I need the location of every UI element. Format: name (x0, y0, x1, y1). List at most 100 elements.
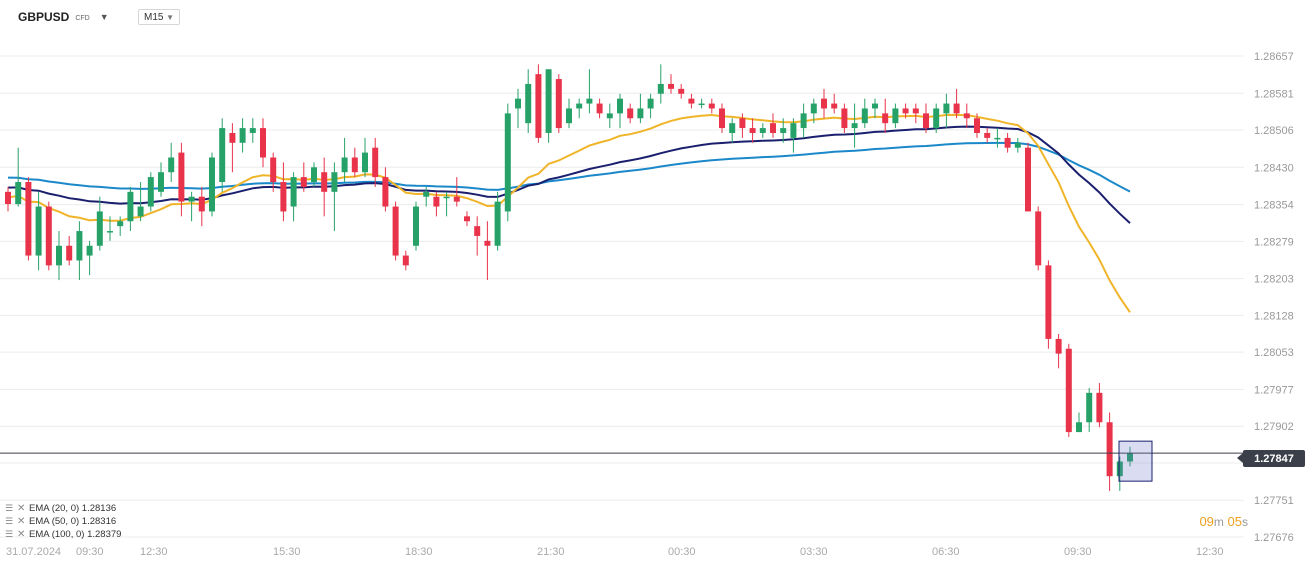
candle (576, 98, 583, 119)
candle (341, 137, 348, 183)
candle-body (188, 196, 195, 202)
candle-body (96, 211, 103, 246)
candle (708, 98, 715, 114)
candle (800, 103, 807, 138)
grid-lines (0, 55, 1244, 538)
ema-100-line (7, 141, 1131, 193)
candle-body (453, 196, 460, 202)
candle-body (117, 221, 124, 227)
candle (892, 103, 899, 129)
candle-body (943, 103, 950, 114)
candle (974, 113, 980, 138)
candle (637, 93, 644, 124)
candle-body (637, 108, 644, 119)
x-tick-label: 09:30 (1064, 546, 1092, 558)
menu-icon[interactable]: ☰ (5, 503, 14, 513)
x-axis-labels: 31.07.2024 09:30 12:30 15:30 18:30 21:30 00:30… (6, 546, 1224, 558)
legend-item[interactable]: ☰ ✕ EMA (100, 0) 1.28379 (5, 528, 121, 541)
candle (188, 191, 195, 222)
candle (402, 250, 409, 271)
candle (1004, 132, 1011, 153)
candles (5, 64, 1133, 491)
candle-body (66, 245, 73, 261)
candle (158, 162, 164, 197)
candle-body (841, 108, 848, 129)
candle-body (5, 191, 11, 205)
candle (504, 103, 511, 222)
candle (882, 98, 889, 133)
candle (810, 98, 817, 124)
candle (851, 103, 858, 148)
candle (1035, 206, 1042, 271)
symbol-selector[interactable]: GBPUSD CFD ▼ (18, 10, 109, 24)
candle-body (443, 196, 450, 199)
candle (209, 152, 215, 217)
candle (596, 98, 603, 119)
candle-body (953, 103, 960, 114)
candle (821, 88, 827, 119)
legend-label: EMA (50, 0) 1.28316 (29, 516, 117, 527)
x-tick-label: 31.07.2024 (6, 546, 61, 558)
candle-body (372, 147, 379, 178)
candle-body (688, 98, 695, 104)
candle-body (586, 98, 593, 104)
close-icon[interactable]: ✕ (17, 516, 26, 527)
candle-body (321, 172, 328, 192)
candle (963, 103, 970, 129)
candle-body (770, 123, 776, 133)
candle (606, 103, 613, 129)
chevron-down-icon[interactable]: ▼ (99, 12, 109, 22)
candle (300, 162, 307, 192)
candle-body (1116, 461, 1123, 477)
ema-50-line (7, 125, 1131, 224)
candle (321, 157, 328, 217)
legend-label: EMA (100, 0) 1.28379 (29, 529, 122, 540)
candle-body (341, 157, 348, 173)
candle-body (382, 177, 389, 207)
candle (902, 103, 909, 119)
candle-body (351, 157, 358, 173)
candle (515, 88, 521, 129)
candle (545, 69, 552, 143)
menu-icon[interactable]: ☰ (5, 529, 14, 539)
timeframe-select[interactable]: M15 ▼ (138, 9, 180, 25)
candle-body (280, 182, 287, 212)
candle-body (912, 108, 919, 114)
candle (861, 98, 868, 129)
candle-body (1014, 142, 1021, 148)
candle-body (545, 69, 552, 133)
menu-icon[interactable]: ☰ (5, 516, 14, 526)
current-price-tag: 1.27847 (1237, 450, 1305, 467)
x-tick-label: 00:30 (668, 546, 696, 558)
legend-item[interactable]: ☰ ✕ EMA (50, 0) 1.28316 (5, 515, 121, 528)
candle-body (464, 216, 470, 222)
candle-countdown: 09m 05s (1199, 514, 1248, 529)
x-tick-label: 18:30 (405, 546, 433, 558)
candle (239, 118, 246, 153)
close-icon[interactable]: ✕ (17, 503, 26, 514)
close-icon[interactable]: ✕ (17, 529, 26, 540)
candle-body (158, 172, 164, 192)
candle (433, 191, 440, 217)
candle-body (831, 103, 838, 109)
candle-body (474, 226, 481, 236)
candle (668, 74, 674, 94)
ema-20-line (7, 113, 1131, 313)
candle-body (790, 123, 797, 138)
chevron-down-icon: ▼ (166, 12, 174, 22)
candle (933, 103, 940, 133)
candle-body (56, 245, 62, 266)
candle (311, 162, 317, 187)
candle-body (984, 132, 991, 138)
y-tick-label: 1.28203 (1254, 274, 1294, 286)
candle-body (249, 128, 256, 133)
candle (790, 118, 797, 153)
candle-body (698, 103, 705, 106)
x-tick-label: 09:30 (76, 546, 104, 558)
candle (698, 98, 705, 109)
candle (647, 93, 654, 119)
x-tick-label: 12:30 (140, 546, 168, 558)
legend-item[interactable]: ☰ ✕ EMA (20, 0) 1.28136 (5, 502, 121, 515)
candle-body (810, 103, 817, 114)
